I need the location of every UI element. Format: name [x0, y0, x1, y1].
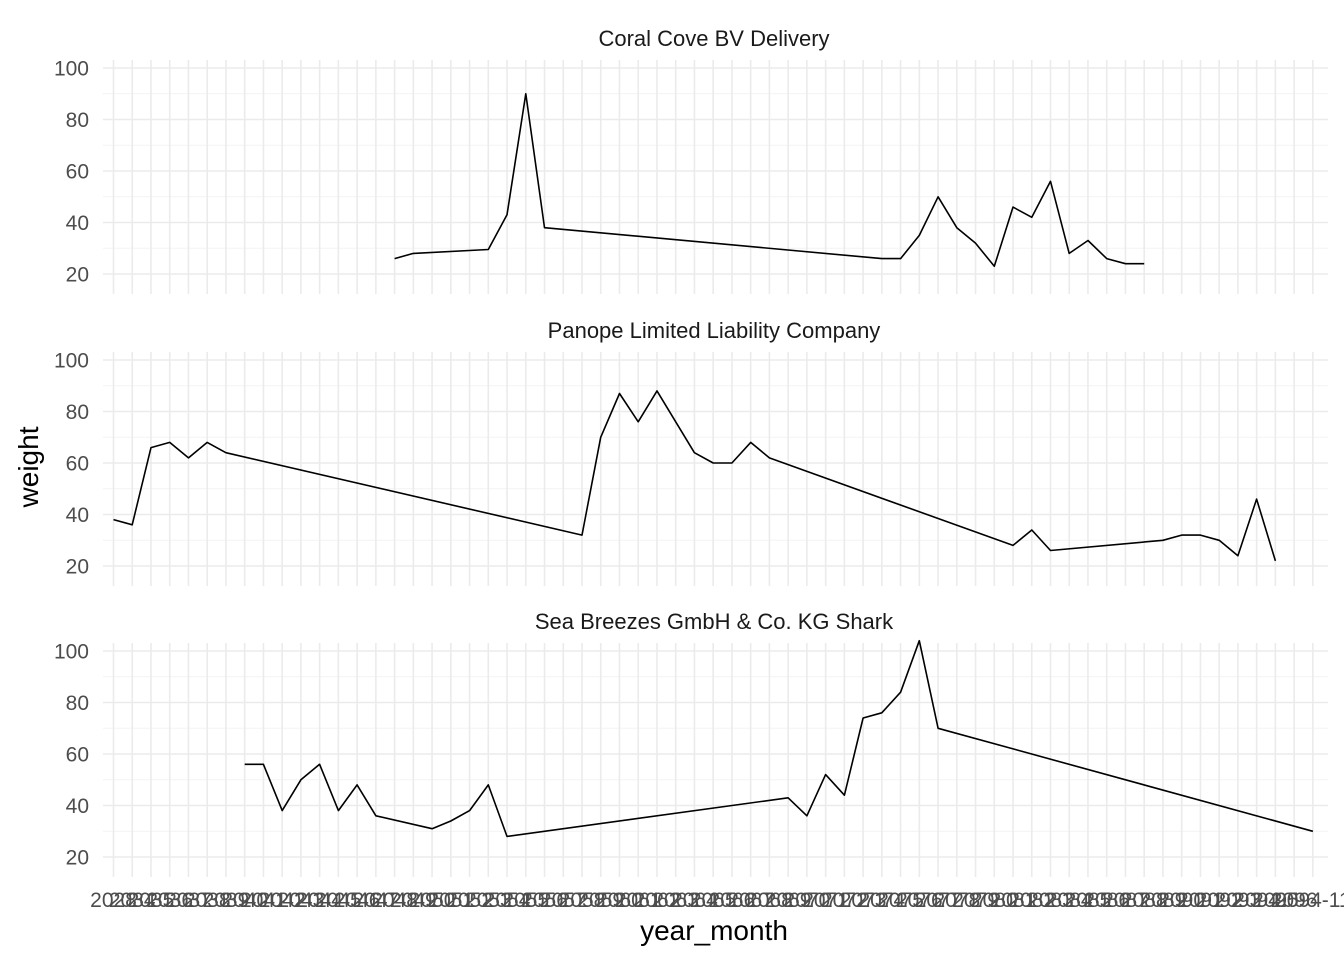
y-axis-title: weight — [13, 426, 44, 508]
series-line — [244, 639, 1314, 838]
x-tick-label: 2082 — [1008, 889, 1055, 912]
x-tick-label: 2072 — [821, 889, 868, 912]
x-tick-label: 2057 — [540, 889, 587, 912]
y-tick-label: 40 — [66, 795, 89, 818]
y-tick-label: 100 — [54, 58, 89, 81]
x-tick-label: 2070 — [784, 889, 831, 912]
x-tick-label: 2047 — [353, 889, 400, 912]
series-line — [113, 390, 1277, 562]
y-tick-label: 60 — [66, 161, 89, 184]
x-tick-label: 2049 — [390, 889, 437, 912]
x-tick-label: 2094 — [1233, 889, 1280, 912]
x-tick-label: 2061 — [615, 889, 662, 912]
x-tick-label: 2089 — [1140, 889, 1187, 912]
x-tick-label: 2038 — [184, 889, 231, 912]
x-tick-label: 2059 — [577, 889, 624, 912]
x-tick-label: 2055 — [502, 889, 549, 912]
x-tick-label: 2042 — [259, 889, 306, 912]
x-tick-label: 2081 — [990, 889, 1037, 912]
x-tick-label: 2062 — [634, 889, 681, 912]
y-tick-label: 20 — [66, 847, 89, 870]
x-tick-label: 2090 — [1158, 889, 1205, 912]
x-tick-label: 2083 — [1027, 889, 1074, 912]
x-tick-label: 2093 — [1215, 889, 1262, 912]
x-tick-label: 2045 — [315, 889, 362, 912]
x-tick-label: 2084 — [1046, 889, 1093, 912]
x-axis-tick-labels: 2028203420352036203720382039204020412042… — [90, 889, 1344, 912]
x-tick-label: 2086 — [1083, 889, 1130, 912]
x-tick-label: 2064 — [671, 889, 718, 912]
y-tick-label: 60 — [66, 744, 89, 767]
y-tick-label: 20 — [66, 264, 89, 287]
x-tick-label: 2052 — [446, 889, 493, 912]
panel-title: Panope Limited Liability Company — [548, 318, 881, 343]
x-tick-label: 2035 — [128, 889, 175, 912]
x-tick-label: 2044 — [296, 889, 343, 912]
x-tick-label: 2053 — [465, 889, 512, 912]
y-tick-label: 40 — [66, 212, 89, 235]
x-tick-label: 2068 — [746, 889, 793, 912]
x-tick-label: 2077 — [915, 889, 962, 912]
y-tick-label: 100 — [54, 641, 89, 664]
x-tick-label: 2060 — [596, 889, 643, 912]
y-tick-label: 60 — [66, 453, 89, 476]
x-tick-label: 2050 — [409, 889, 456, 912]
x-tick-label: 2065 — [690, 889, 737, 912]
x-tick-label: 2058 — [559, 889, 606, 912]
y-tick-label: 40 — [66, 504, 89, 527]
x-tick-label: 2071 — [802, 889, 849, 912]
x-tick-label: 2079 — [952, 889, 999, 912]
x-tick-label: 2063 — [652, 889, 699, 912]
x-tick-label: 2066 — [709, 889, 756, 912]
y-tick-label: 100 — [54, 350, 89, 373]
x-tick-label: 2036 — [146, 889, 193, 912]
x-tick-label: 2088 — [1121, 889, 1168, 912]
x-tick-label: 2040 — [221, 889, 268, 912]
x-tick-label: 2080 — [971, 889, 1018, 912]
x-tick-label: 2034 — [109, 889, 156, 912]
x-tick-label: 2091 — [1177, 889, 1224, 912]
panel-title: Coral Cove BV Delivery — [598, 26, 829, 51]
x-tick-label: 2078 — [933, 889, 980, 912]
x-axis-title: year_month — [640, 915, 788, 946]
x-tick-label: 2096 — [1271, 889, 1318, 912]
x-tick-label: 2075 — [877, 889, 924, 912]
panel-1: Coral Cove BV Delivery 20 40 60 80 100 — [54, 26, 1328, 294]
y-tick-label: 20 — [66, 556, 89, 579]
x-tick-label: 2046 — [334, 889, 381, 912]
x-tick-label: 2056 — [521, 889, 568, 912]
panel-3: Sea Breezes GmbH & Co. KG Shark 20 40 60 80 1… — [54, 609, 1328, 877]
x-tick-label: 2095 — [1252, 889, 1299, 912]
y-tick-label: 80 — [66, 401, 89, 424]
y-tick-label: 80 — [66, 692, 89, 715]
x-tick-label: 2094-11 — [1275, 889, 1344, 912]
y-tick-label: 80 — [66, 109, 89, 132]
x-tick-label: 2039 — [203, 889, 250, 912]
x-tick-label: 2054 — [484, 889, 531, 912]
x-tick-label: 2069 — [765, 889, 812, 912]
x-tick-label: 2076 — [896, 889, 943, 912]
panel-2: Panope Limited Liability Company 20 40 60 80… — [54, 318, 1328, 586]
x-tick-label: 2085 — [1065, 889, 1112, 912]
x-tick-label: 2028 — [90, 889, 137, 912]
x-tick-label: 2037 — [165, 889, 212, 912]
x-tick-label: 2041 — [240, 889, 287, 912]
panel-title: Sea Breezes GmbH & Co. KG Shark — [535, 609, 894, 634]
series-line — [394, 93, 1145, 268]
x-tick-label: 2067 — [727, 889, 774, 912]
x-tick-label: 2043 — [278, 889, 325, 912]
x-tick-label: 2073 — [840, 889, 887, 912]
x-tick-label: 2092 — [1196, 889, 1243, 912]
x-tick-label: 2051 — [427, 889, 474, 912]
x-tick-label: 2087 — [1102, 889, 1149, 912]
panels: Coral Cove BV Delivery20406080100Panope … — [54, 26, 1328, 877]
x-tick-label: 2074 — [858, 889, 905, 912]
x-tick-label: 2048 — [371, 889, 418, 912]
